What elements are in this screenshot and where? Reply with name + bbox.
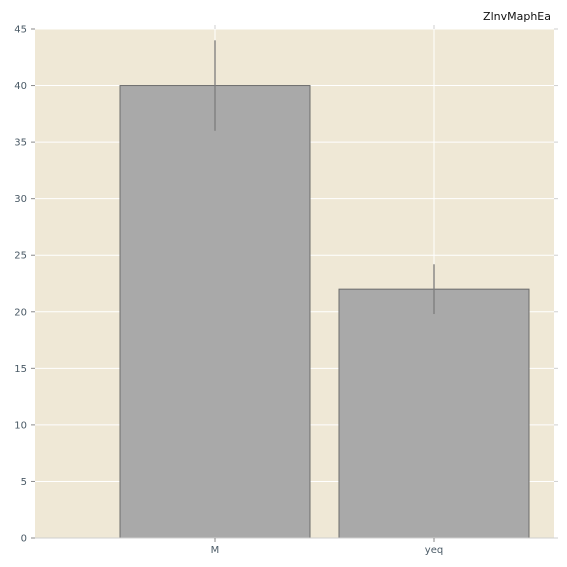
bar-yeq bbox=[338, 288, 530, 539]
error-bars bbox=[214, 40, 435, 315]
bars bbox=[119, 85, 530, 539]
y-tick-label: 25 bbox=[14, 251, 27, 262]
bar-M bbox=[119, 85, 311, 539]
y-tick-label: 30 bbox=[14, 194, 27, 205]
y-tick-label: 20 bbox=[14, 307, 27, 318]
axes: 0 5 10 15 20 25 30 35 40 45 M yeq bbox=[14, 25, 558, 556]
y-tick-label: 10 bbox=[14, 420, 27, 431]
y-tick-label: 40 bbox=[14, 81, 27, 92]
y-tick-label: 45 bbox=[14, 25, 27, 36]
y-tick-label: 15 bbox=[14, 364, 27, 375]
x-tick-label: yeq bbox=[425, 545, 443, 556]
y-tick-label: 35 bbox=[14, 138, 27, 149]
y-tick-label: 0 bbox=[21, 534, 27, 545]
chart-title: ZlnvMaphEa bbox=[483, 10, 551, 23]
y-tick-label: 5 bbox=[21, 477, 27, 488]
x-tick-label: M bbox=[211, 545, 220, 556]
